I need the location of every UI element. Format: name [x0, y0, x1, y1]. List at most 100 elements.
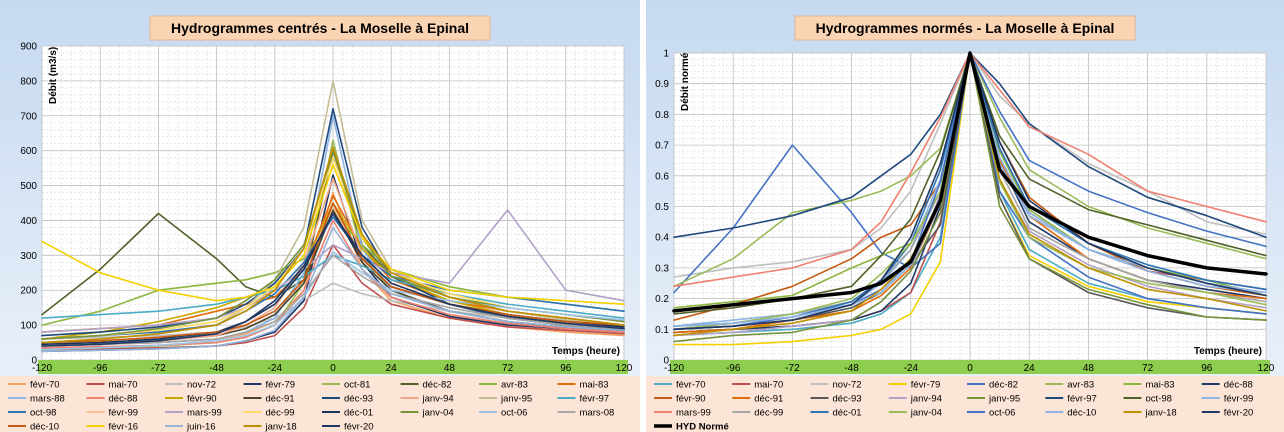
legend-entry: déc-01: [344, 407, 373, 418]
legend-entry: févr-79: [911, 379, 941, 390]
x-tick-label: 120: [616, 363, 633, 374]
y-tick-label: 0: [31, 356, 37, 367]
y-axis-label: Débit normé: [680, 52, 691, 111]
legend-entry: déc-99: [266, 407, 295, 418]
y-tick-label: 0.3: [655, 263, 669, 274]
legend-entry: mai-83: [1146, 379, 1175, 390]
c1-title-box: [149, 15, 491, 41]
y-tick-label: 400: [20, 216, 37, 227]
legend-entry: oct-81: [344, 379, 370, 390]
x-tick-label: -120: [32, 363, 52, 374]
legend-entry: HYD Normé: [676, 421, 729, 432]
c1-legend-box: [0, 376, 640, 432]
legend-entry: janv-18: [265, 421, 297, 432]
legend-entry: oct-98: [1146, 393, 1172, 404]
legend-entry: févr-79: [266, 379, 296, 390]
y-tick-label: 0.1: [655, 325, 669, 336]
x-tick-label: 24: [1024, 363, 1036, 374]
c2-title-box: [794, 15, 1136, 41]
legend-entry: janv-04: [422, 407, 454, 418]
y-tick-label: 0: [663, 356, 669, 367]
legend-entry: déc-88: [109, 393, 138, 404]
y-axis-label: Débit (m3/s): [48, 47, 59, 104]
x-tick-label: 72: [1142, 363, 1154, 374]
x-tick-label: -96: [726, 363, 741, 374]
y-tick-label: 0.5: [655, 202, 669, 213]
legend-entry: nov-72: [187, 379, 216, 390]
x-tick-label: -120: [664, 363, 684, 374]
legend-entry: mars-99: [187, 407, 222, 418]
c2-series-group: [672, 51, 1268, 346]
c1-series-group: [41, 80, 625, 353]
x-tick-label: -96: [93, 363, 108, 374]
legend-entry: févr-90: [676, 393, 706, 404]
legend-entry: janv-95: [500, 393, 532, 404]
legend-entry: déc-10: [1067, 407, 1096, 418]
legend-entry: oct-06: [501, 407, 527, 418]
y-tick-label: 600: [20, 146, 37, 157]
series-line-mars-99: [41, 209, 625, 333]
hydrogrammes-centres-chart: Hydrogrammes centrés - La Moselle à Epin…: [0, 0, 640, 432]
legend-entry: févr-97: [1067, 393, 1097, 404]
legend-entry: févr-90: [187, 393, 217, 404]
legend-entry: oct-98: [30, 407, 56, 418]
legend-entry: févr-70: [30, 379, 60, 390]
legend-entry: janv-18: [1145, 407, 1177, 418]
chart-title: Hydrogrammes centrés - La Moselle à Epin…: [171, 20, 469, 36]
chart-title: Hydrogrammes normés - La Moselle à Epina…: [816, 20, 1115, 36]
legend-entry: déc-91: [754, 393, 783, 404]
legend-entry: déc-91: [266, 393, 295, 404]
legend-entry: juin-16: [186, 421, 216, 432]
y-tick-label: 200: [20, 286, 37, 297]
series-line-mai-70: [41, 244, 625, 351]
legend-entry: déc-01: [833, 407, 862, 418]
x-tick-label: 48: [1083, 363, 1095, 374]
legend-entry: déc-88: [1224, 379, 1253, 390]
x-tick-label: -24: [904, 363, 919, 374]
legend-entry: déc-82: [989, 379, 1018, 390]
c1-x-axis-band: [38, 360, 628, 374]
series-line-fevr-20: [673, 52, 1267, 331]
series-line-mars-99: [673, 52, 1267, 288]
legend-entry: oct-06: [989, 407, 1015, 418]
legend-entry: janv-04: [910, 407, 942, 418]
legend-entry: mai-70: [109, 379, 138, 390]
legend-entry: mars-88: [30, 393, 65, 404]
y-tick-label: 0.2: [655, 294, 669, 305]
y-tick-label: 0.6: [655, 171, 669, 182]
x-tick-label: -72: [151, 363, 166, 374]
chart-panel-centres: Hydrogrammes centrés - La Moselle à Epin…: [0, 0, 640, 432]
x-tick-label: 0: [967, 363, 973, 374]
y-tick-label: 0.7: [655, 141, 669, 152]
x-axis-label: Temps (heure): [1194, 346, 1262, 357]
y-tick-label: 1: [663, 49, 669, 60]
y-tick-label: 800: [20, 76, 37, 87]
legend-entry: nov-72: [833, 379, 862, 390]
legend-entry: déc-99: [754, 407, 783, 418]
series-line-dec-82: [673, 52, 1267, 315]
y-tick-label: 900: [20, 42, 37, 53]
series-line-juin-16: [41, 226, 625, 353]
legend-entry: janv-95: [988, 393, 1020, 404]
x-tick-label: 120: [1258, 363, 1275, 374]
legend-entry: févr-20: [344, 421, 374, 432]
legend-entry: févr-20: [1224, 407, 1254, 418]
x-tick-label: 48: [444, 363, 456, 374]
c2-gridlines: [673, 52, 1267, 361]
series-line-fevr-20: [41, 212, 625, 347]
legend-entry: févr-70: [676, 379, 706, 390]
legend-entry: janv-94: [422, 393, 454, 404]
legend-entry: avr-83: [501, 379, 528, 390]
legend-entry: mars-99: [676, 407, 711, 418]
series-line-hyd-norme: [672, 51, 1268, 313]
y-tick-label: 0.4: [655, 233, 669, 244]
c2-legend-box: [646, 376, 1284, 432]
legend-entry: févr-97: [580, 393, 610, 404]
y-tick-label: 300: [20, 251, 37, 262]
y-tick-label: 500: [20, 181, 37, 192]
legend-entry: déc-93: [344, 393, 373, 404]
x-tick-label: -72: [785, 363, 800, 374]
y-tick-label: 0.8: [655, 110, 669, 121]
x-tick-label: -48: [844, 363, 859, 374]
legend-entry: avr-83: [1067, 379, 1094, 390]
